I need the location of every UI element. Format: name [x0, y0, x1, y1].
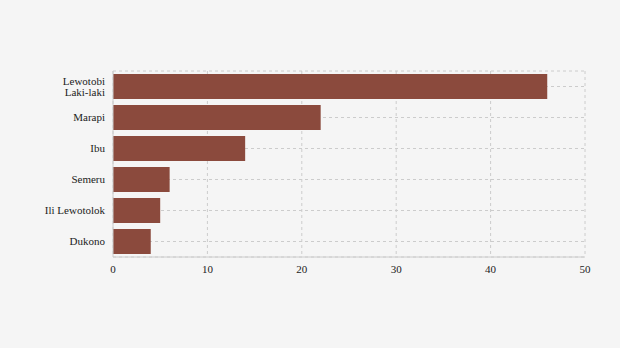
svg-text:Marapi: Marapi — [73, 111, 105, 123]
svg-text:Semeru: Semeru — [71, 173, 105, 185]
svg-text:0: 0 — [110, 263, 116, 275]
svg-text:50: 50 — [580, 263, 592, 275]
svg-text:20: 20 — [296, 263, 308, 275]
svg-text:40: 40 — [485, 263, 497, 275]
svg-text:LewotobiLaki-laki: LewotobiLaki-laki — [63, 75, 105, 98]
svg-text:Ili Lewotolok: Ili Lewotolok — [45, 204, 106, 216]
svg-text:30: 30 — [391, 263, 403, 275]
svg-text:10: 10 — [202, 263, 214, 275]
svg-text:Dukono: Dukono — [70, 235, 106, 247]
svg-text:Ibu: Ibu — [90, 142, 105, 154]
